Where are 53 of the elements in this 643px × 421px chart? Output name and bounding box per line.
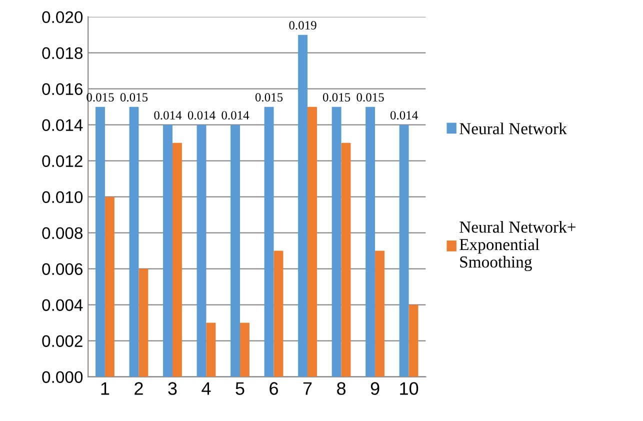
y-tick-label: 0.006	[42, 263, 82, 276]
bar	[163, 124, 172, 377]
y-tick-label: 0.016	[42, 83, 82, 96]
x-tick-label: 1	[101, 382, 110, 395]
bar	[206, 322, 216, 377]
bar	[341, 142, 351, 377]
legend-label: Neural Network	[460, 122, 567, 134]
bar	[298, 34, 308, 377]
y-tick-label: 0.000	[42, 371, 83, 383]
x-tick-label: 8	[337, 382, 346, 395]
data-label: 0.019	[289, 21, 316, 30]
data-label: 0.015	[255, 93, 283, 102]
bar	[366, 106, 376, 377]
bar	[104, 196, 114, 377]
data-label: 0.015	[120, 93, 148, 102]
y-tick-label: 0.010	[42, 191, 83, 204]
y-tick-label: 0.018	[42, 47, 83, 60]
y-tick-label: 0.012	[42, 155, 82, 168]
x-tick-label: 2	[134, 382, 143, 395]
bar	[308, 106, 317, 377]
bar	[375, 250, 384, 377]
bar	[172, 142, 182, 377]
bar	[96, 106, 105, 377]
x-tick-label: 4	[202, 382, 211, 395]
data-label: 0.015	[322, 93, 350, 102]
y-tick-label: 0.014	[42, 119, 83, 132]
bar	[408, 304, 418, 377]
bar	[399, 124, 409, 377]
x-tick-label: 9	[370, 382, 380, 395]
bar	[230, 124, 240, 377]
bar	[274, 250, 284, 377]
bar	[129, 106, 139, 377]
legend-label: Neural Network+ Exponential Smoothing	[460, 221, 576, 272]
x-tick-label: 5	[236, 382, 244, 395]
y-tick-label: 0.004	[42, 299, 83, 312]
data-label: 0.015	[86, 93, 114, 102]
bar	[264, 106, 274, 377]
bar	[332, 106, 342, 377]
data-label: 0.015	[356, 93, 384, 102]
data-label: 0.014	[222, 111, 250, 120]
data-label: 0.014	[154, 111, 182, 120]
y-tick-label: 0.008	[42, 227, 83, 240]
x-tick-label: 3	[168, 382, 177, 395]
bar	[196, 124, 206, 377]
data-label: 0.014	[390, 111, 418, 120]
bar	[240, 322, 250, 377]
x-tick-label: 7	[303, 382, 312, 395]
y-tick-label: 0.002	[42, 335, 82, 348]
x-tick-label: 10	[400, 382, 418, 395]
bar	[138, 268, 148, 377]
x-tick-label: 6	[270, 382, 278, 395]
data-label: 0.014	[188, 111, 216, 120]
y-tick-label: 0.020	[42, 11, 83, 24]
